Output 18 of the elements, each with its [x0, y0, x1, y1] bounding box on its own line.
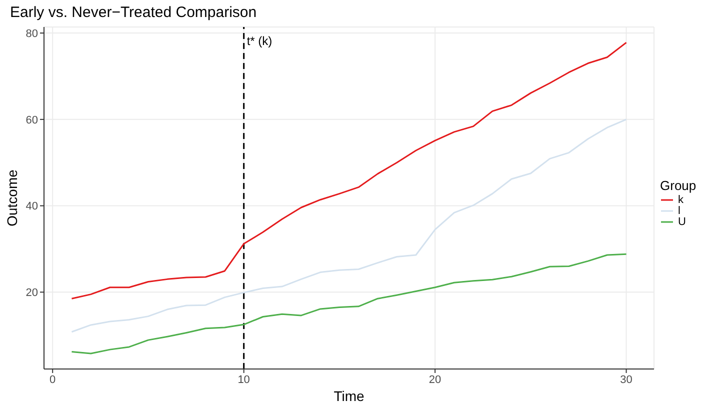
x-tick-label: 20: [428, 374, 442, 386]
x-axis-title: Time: [334, 388, 365, 404]
y-tick-label: 20: [26, 287, 38, 300]
line-series: [70, 253, 628, 354]
legend-label: l: [678, 205, 680, 217]
y-tick-label: 80: [26, 28, 38, 40]
x-tick-label: 30: [620, 374, 632, 386]
ref-line-label: t* (k): [246, 34, 272, 48]
legend-label: k: [678, 194, 684, 206]
line-series: [70, 118, 628, 333]
x-tick-label: 10: [238, 374, 250, 386]
legend-title: Group: [660, 178, 698, 192]
y-tick-label: 60: [26, 114, 38, 126]
legend-label: U: [678, 216, 686, 228]
y-tick-label: 40: [26, 200, 38, 213]
y-axis-title: Outcome: [4, 169, 20, 226]
x-tick-label: 0: [50, 374, 56, 386]
chart-title: Early vs. Never−Treated Comparison: [10, 4, 257, 21]
